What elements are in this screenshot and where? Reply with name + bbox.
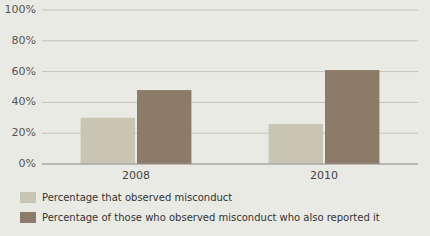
chart: 0% 20% 40% 60% 80% 100% 2008 2010 Percentage tha… bbox=[0, 0, 430, 236]
y-tick-label: 80% bbox=[12, 34, 36, 47]
bar bbox=[137, 90, 191, 164]
grid bbox=[42, 10, 418, 164]
legend: Percentage that observed misconduct Perce… bbox=[20, 192, 380, 223]
bar bbox=[325, 70, 379, 164]
grid-line bbox=[42, 10, 418, 11]
x-tick-label: 2010 bbox=[310, 169, 338, 182]
legend-swatch bbox=[20, 212, 36, 223]
y-tick-label: 100% bbox=[5, 3, 36, 16]
legend-label: Percentage that observed misconduct bbox=[42, 192, 232, 203]
y-tick-label: 0% bbox=[19, 157, 36, 170]
bar bbox=[269, 124, 323, 164]
grid-line bbox=[42, 164, 418, 165]
y-tick-label: 20% bbox=[12, 126, 36, 139]
y-tick-label: 40% bbox=[12, 95, 36, 108]
legend-swatch bbox=[20, 192, 36, 203]
legend-label: Percentage of those who observed miscond… bbox=[42, 212, 380, 223]
x-axis-line bbox=[42, 164, 418, 165]
y-tick-label: 60% bbox=[12, 65, 36, 78]
bars bbox=[81, 70, 380, 164]
bar bbox=[81, 118, 135, 164]
grid-line bbox=[42, 40, 418, 41]
x-tick-label: 2008 bbox=[122, 169, 150, 182]
